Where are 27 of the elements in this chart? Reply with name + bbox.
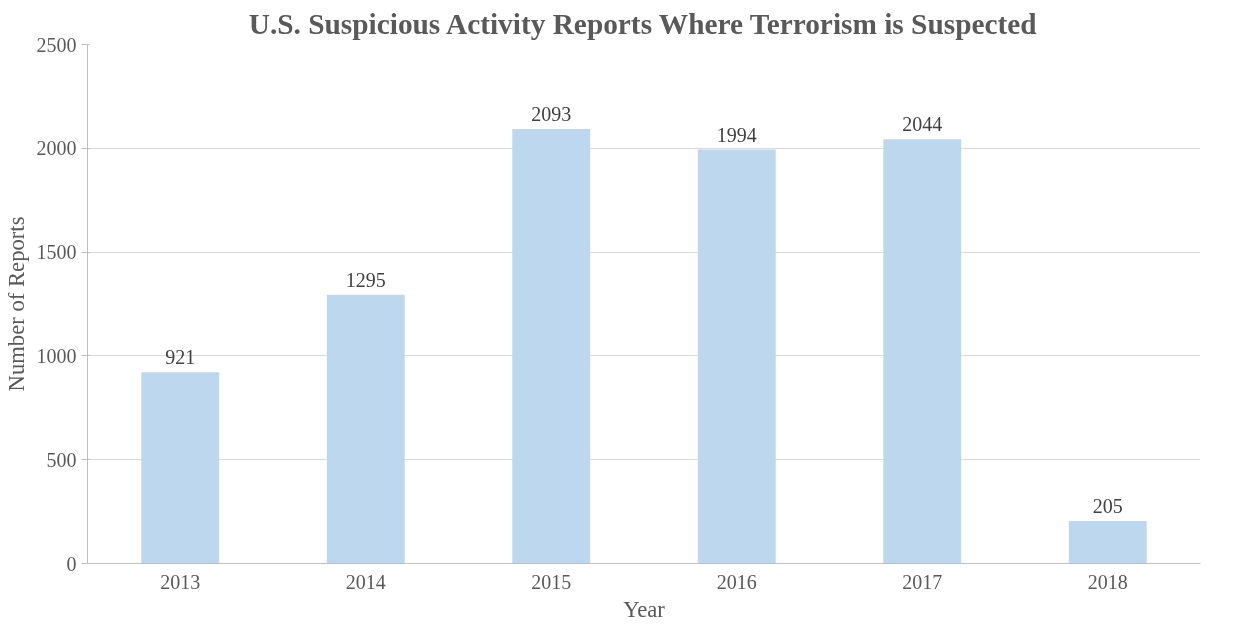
x-axis-title: Year [623,596,666,622]
bar [883,139,962,564]
bar [697,149,776,564]
y-tick-label: 1000 [36,344,77,367]
data-label: 2044 [902,113,943,136]
y-axis-title: Number of Reports [3,216,29,392]
x-tick-label: 2014 [345,570,386,593]
bar [512,128,591,564]
data-label: 205 [1092,494,1123,517]
data-label: 1295 [345,268,386,291]
data-label: 1994 [716,123,757,146]
data-label: 2093 [531,102,572,125]
y-tick-label: 2500 [36,33,77,56]
y-tick-label: 1500 [36,241,77,264]
data-label: 921 [165,346,196,369]
y-tick-label: 0 [66,552,77,575]
x-tick-label: 2013 [160,570,201,593]
x-tick-label: 2018 [1087,570,1128,593]
x-tick-label: 2017 [902,570,943,593]
bar [326,294,405,564]
chart-title: U.S. Suspicious Activity Reports Where Terrorism is Suspected [248,7,1037,40]
bar [141,372,220,564]
y-tick-label: 2000 [36,137,77,160]
bar [1068,520,1147,564]
x-tick-label: 2016 [716,570,757,593]
x-tick-label: 2015 [531,570,572,593]
y-tick-label: 500 [46,448,77,471]
